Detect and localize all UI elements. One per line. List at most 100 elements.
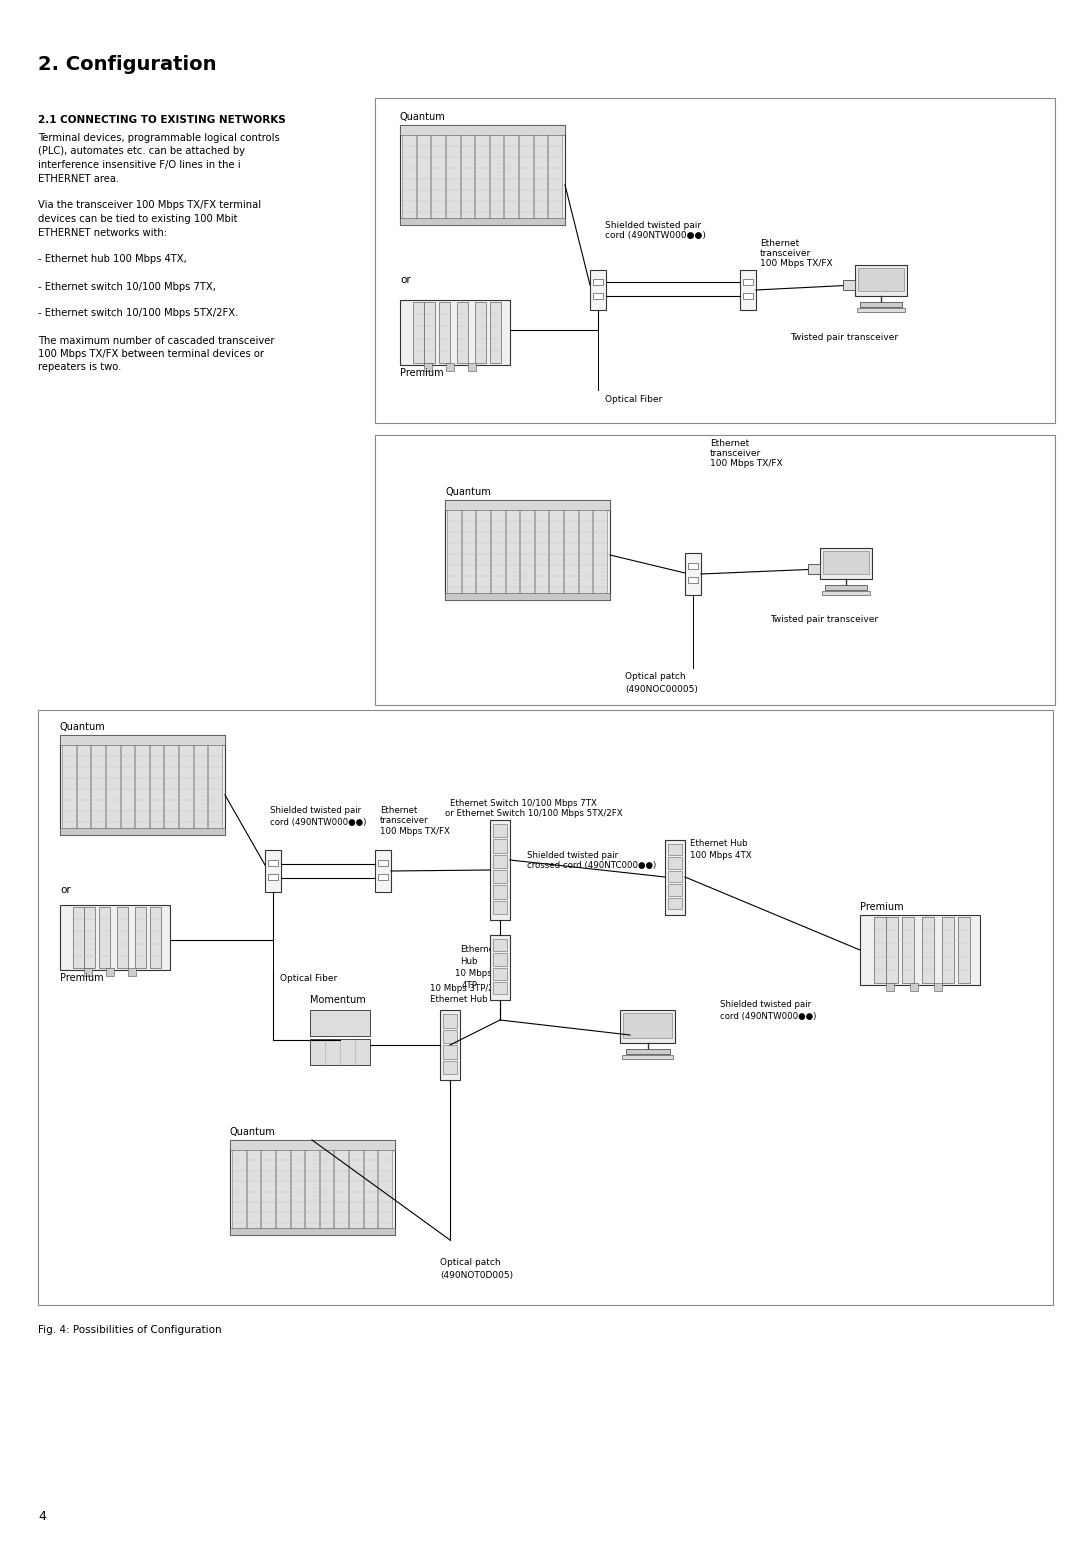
Bar [291,1150,305,1233]
Bar [438,302,449,363]
Bar [823,551,869,574]
Bar [400,218,565,225]
Text: Optical patch: Optical patch [625,673,686,680]
Bar [306,1150,319,1233]
Bar [534,134,548,224]
Bar [740,270,756,310]
Text: - Ethernet switch 10/100 Mbps 5TX/2FX.: - Ethernet switch 10/100 Mbps 5TX/2FX. [38,309,239,318]
Bar [275,1150,289,1233]
Bar [445,500,610,511]
Text: 4TP: 4TP [462,981,477,991]
Bar [820,548,872,579]
Bar [887,917,899,983]
Bar [443,1029,457,1043]
Bar [230,1140,395,1150]
Bar [808,565,820,574]
Bar [669,884,681,895]
Bar [490,819,510,920]
Text: ETHERNET networks with:: ETHERNET networks with: [38,227,167,238]
Bar [349,1150,363,1233]
Bar [825,585,867,591]
Bar [822,591,870,596]
Bar [922,917,934,983]
Bar [492,981,507,994]
Bar [858,268,904,292]
Text: Premium: Premium [860,903,904,912]
Bar [590,270,606,310]
Bar [261,1150,275,1233]
Text: 10 Mbps 3TP/2FL: 10 Mbps 3TP/2FL [430,984,503,994]
Bar [669,898,681,909]
Bar [490,134,503,224]
Bar [743,293,753,299]
Bar [535,511,549,599]
Bar [505,511,519,599]
Bar [942,917,954,983]
Text: 100 Mbps TX/FX: 100 Mbps TX/FX [380,827,450,836]
Text: - Ethernet switch 10/100 Mbps 7TX,: - Ethernet switch 10/100 Mbps 7TX, [38,281,216,292]
Bar [375,850,391,892]
Text: transceiver: transceiver [380,816,429,826]
Bar [910,983,918,991]
Text: Terminal devices, programmable logical controls: Terminal devices, programmable logical c… [38,133,280,143]
Bar [335,1150,348,1233]
Bar [118,907,129,967]
Bar [402,134,416,224]
Bar [440,1011,460,1080]
Text: Optical Fiber: Optical Fiber [605,395,662,404]
Bar [443,1014,457,1028]
Bar [461,511,475,599]
Text: devices can be tied to existing 100 Mbit: devices can be tied to existing 100 Mbit [38,214,238,224]
Bar [121,745,134,833]
Text: or: or [400,275,410,285]
Bar [490,302,501,363]
Text: Ethernet Hub: Ethernet Hub [690,839,747,849]
Bar [688,563,698,569]
Text: Premium: Premium [60,974,104,983]
Text: 2. Configuration: 2. Configuration [38,56,216,74]
Bar [446,134,460,224]
Bar [246,1150,260,1233]
Text: cord (490NTW000●●): cord (490NTW000●●) [720,1012,816,1021]
Bar [475,302,486,363]
Bar [98,907,109,967]
Bar [230,1228,395,1234]
Bar [60,734,225,835]
Bar [378,859,388,866]
Bar [492,839,507,853]
Text: Hub: Hub [460,957,477,966]
Bar [958,917,971,983]
Bar [375,435,1055,705]
Bar [446,363,454,370]
Bar [92,745,105,833]
Bar [843,279,855,290]
Bar [135,745,149,833]
Bar [579,511,592,599]
Bar [77,745,91,833]
Bar [669,870,681,883]
Bar [492,870,507,883]
Bar [593,279,603,285]
Bar [310,1038,370,1065]
Bar [875,917,887,983]
Text: Quantum: Quantum [400,113,446,122]
Bar [310,1011,370,1035]
Bar [445,593,610,600]
Bar [475,134,489,224]
Text: Quantum: Quantum [230,1126,275,1137]
Text: 100 Mbps TX/FX between terminal devices or: 100 Mbps TX/FX between terminal devices … [38,349,264,360]
Bar [431,134,445,224]
Bar [669,844,681,855]
Bar [268,875,278,881]
Bar [886,983,894,991]
Text: crossed cord (490NTC000●●): crossed cord (490NTC000●●) [527,861,657,870]
Bar [378,875,388,881]
Text: Twisted pair transceiver: Twisted pair transceiver [770,616,878,623]
Bar [150,745,163,833]
Bar [400,299,510,366]
Text: 100 Mbps TX/FX: 100 Mbps TX/FX [710,458,783,468]
Bar [593,293,603,299]
Text: Optical Fiber: Optical Fiber [280,974,337,983]
Text: Fig. 4: Possibilities of Configuration: Fig. 4: Possibilities of Configuration [38,1325,221,1335]
Text: ETHERNET area.: ETHERNET area. [38,173,119,184]
